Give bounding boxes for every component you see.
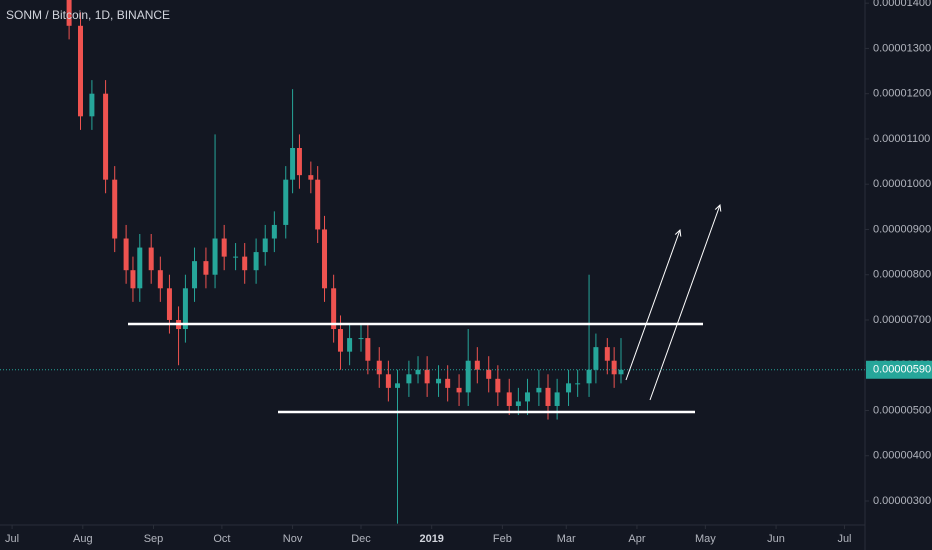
- candle-body: [322, 229, 328, 289]
- candle-body: [536, 387, 542, 393]
- x-tick-label: Jun: [767, 533, 785, 545]
- x-tick-label: Mar: [557, 533, 576, 545]
- candle-body: [611, 360, 617, 375]
- candle-body: [495, 378, 501, 393]
- x-tick-label: Sep: [144, 533, 164, 545]
- candle-body: [89, 93, 95, 117]
- y-tick-label: 0.00000400: [873, 450, 931, 462]
- x-tick-label: Dec: [351, 533, 371, 545]
- x-tick-label: Jul: [837, 533, 851, 545]
- candle-body: [123, 238, 129, 271]
- x-tick-label: Oct: [213, 533, 230, 545]
- y-tick-label: 0.00001200: [873, 88, 931, 100]
- candle-body: [130, 270, 136, 289]
- candle-body: [385, 374, 391, 388]
- arrow: [625, 230, 680, 381]
- x-tick-label: 2019: [419, 533, 443, 545]
- candle-body: [308, 175, 314, 180]
- candle-body: [283, 179, 289, 225]
- x-tick-label: Jul: [5, 533, 19, 545]
- y-tick-label: 0.00001000: [873, 178, 931, 190]
- candle-body: [524, 392, 530, 402]
- y-tick-label: 0.00000700: [873, 314, 931, 326]
- arrow: [649, 205, 720, 401]
- candle-body: [192, 261, 198, 289]
- candle-body: [456, 387, 462, 393]
- candle-body: [148, 247, 154, 271]
- candle-body: [586, 369, 592, 384]
- candle-body: [296, 147, 302, 176]
- candle-body: [358, 338, 364, 340]
- candle-body: [271, 224, 277, 239]
- plot: [66, 0, 624, 524]
- candle-body: [78, 25, 84, 117]
- y-tick-label: 0.00000500: [873, 404, 931, 416]
- candle-body: [506, 392, 512, 406]
- candle-body: [66, 0, 72, 26]
- y-tick-label: 0.00001300: [873, 42, 931, 54]
- last-price-label: 0.00000590: [873, 364, 931, 376]
- candle-body: [593, 347, 599, 370]
- candle-body: [242, 256, 248, 271]
- x-tick-label: Apr: [628, 533, 645, 545]
- candle-body: [166, 288, 172, 320]
- y-tick-label: 0.00000900: [873, 223, 931, 235]
- candle-body: [545, 387, 551, 406]
- candle-body: [474, 360, 480, 370]
- candle-body: [347, 338, 353, 352]
- candle-body: [221, 238, 227, 257]
- candle-body: [566, 383, 572, 393]
- x-tick-label: Nov: [283, 533, 303, 545]
- candle-body: [290, 147, 296, 180]
- candle-body: [465, 360, 471, 393]
- candle-body: [445, 378, 451, 388]
- candle-body: [436, 378, 442, 384]
- candle-body: [253, 252, 259, 271]
- candle-body: [112, 179, 118, 239]
- candle-body: [137, 247, 143, 289]
- candle-body: [182, 288, 188, 330]
- candle-body: [365, 338, 371, 361]
- candle-body: [233, 256, 239, 258]
- candle-body: [406, 374, 412, 384]
- candle-body: [575, 383, 581, 385]
- candle-body: [415, 369, 421, 375]
- candle-body: [212, 238, 218, 275]
- candle-body: [394, 383, 400, 388]
- candle-body: [331, 288, 337, 330]
- candle-body: [618, 369, 624, 375]
- y-tick-label: 0.00001400: [873, 0, 931, 9]
- y-tick-label: 0.00000800: [873, 269, 931, 281]
- x-tick-label: May: [695, 533, 716, 545]
- chart-title: SONM / Bitcoin, 1D, BINANCE: [6, 8, 170, 22]
- candle-body: [376, 360, 382, 375]
- x-tick-label: Aug: [73, 533, 93, 545]
- x-tick-label: Feb: [493, 533, 512, 545]
- candle-body: [315, 179, 321, 230]
- candle-body: [337, 329, 343, 352]
- candle-body: [203, 261, 209, 275]
- candle-body: [486, 369, 492, 379]
- candle-body: [515, 401, 521, 406]
- candle-body: [604, 347, 610, 361]
- candle-body: [262, 238, 268, 253]
- candle-body: [424, 369, 430, 384]
- last-price-box: [866, 360, 932, 379]
- candle-body: [103, 93, 109, 180]
- candle-body: [554, 392, 560, 406]
- y-tick-label: 0.00001100: [873, 133, 930, 145]
- candle-body: [157, 270, 163, 289]
- y-tick-label: 0.00000300: [873, 495, 931, 507]
